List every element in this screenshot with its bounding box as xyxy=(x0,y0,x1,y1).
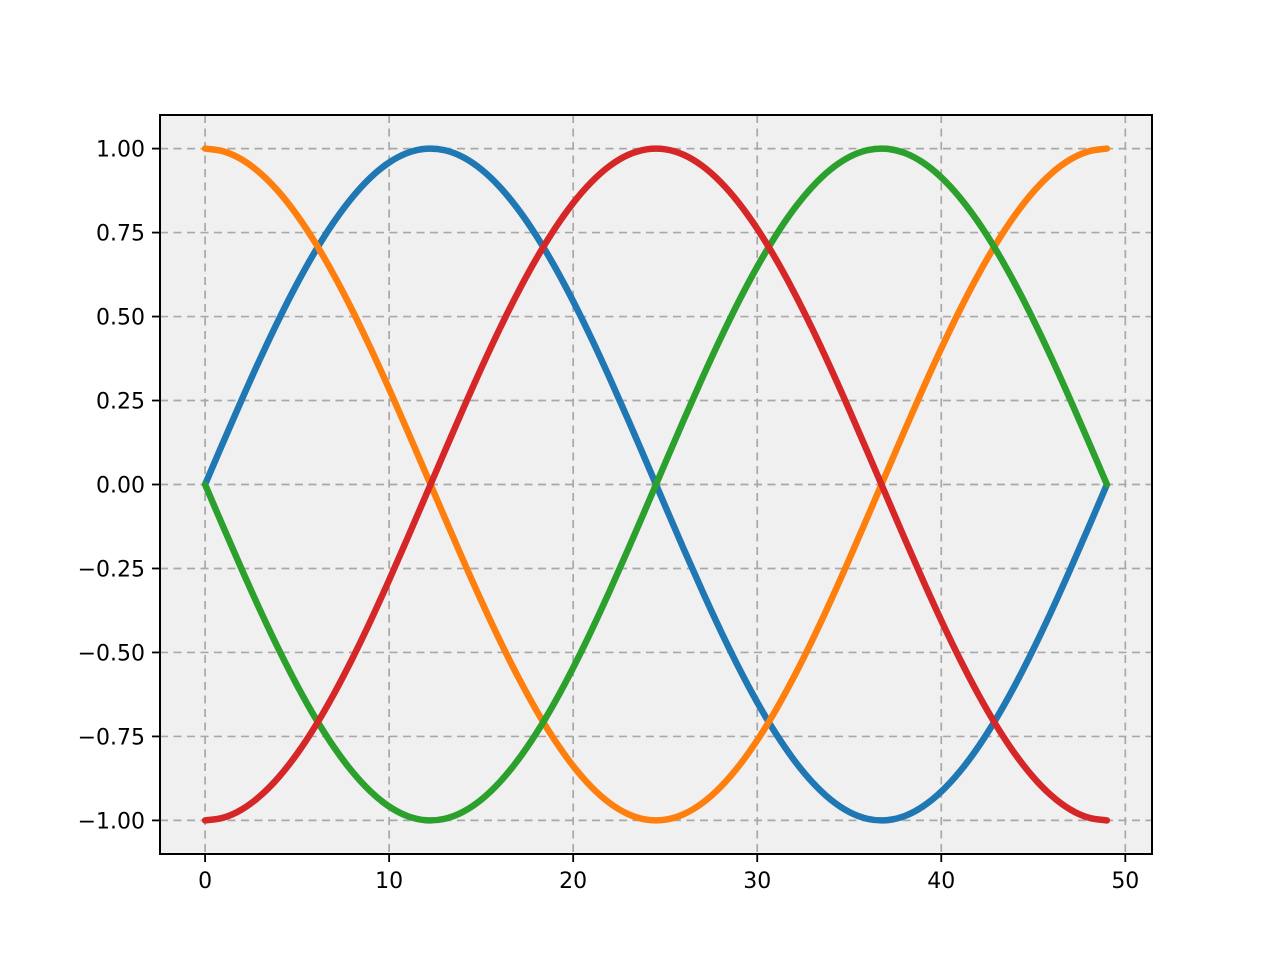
x-tick-label: 30 xyxy=(743,869,771,894)
y-tick-label: −0.25 xyxy=(78,557,145,582)
x-tick-label: 20 xyxy=(559,869,587,894)
series-line-green-negative-sine-wave xyxy=(201,145,1111,824)
series-line-red-negative-cosine-wave xyxy=(201,145,1111,824)
y-tick-label: −0.75 xyxy=(78,725,145,750)
y-tick-label: 0.50 xyxy=(96,306,145,331)
y-tick-label: 0.75 xyxy=(96,222,145,247)
x-tick-label: 0 xyxy=(198,869,212,894)
x-tick-label: 50 xyxy=(1111,869,1139,894)
x-tick-label: 10 xyxy=(375,869,403,894)
y-tick-label: −0.50 xyxy=(78,641,145,666)
y-tick-label: 0.25 xyxy=(96,390,145,415)
series-line-orange-cosine-wave xyxy=(201,145,1111,824)
y-tick-label: −1.00 xyxy=(78,809,145,834)
x-tick-label: 40 xyxy=(927,869,955,894)
y-tick-label: 0.00 xyxy=(96,474,145,499)
y-tick-label: 1.00 xyxy=(96,138,145,163)
